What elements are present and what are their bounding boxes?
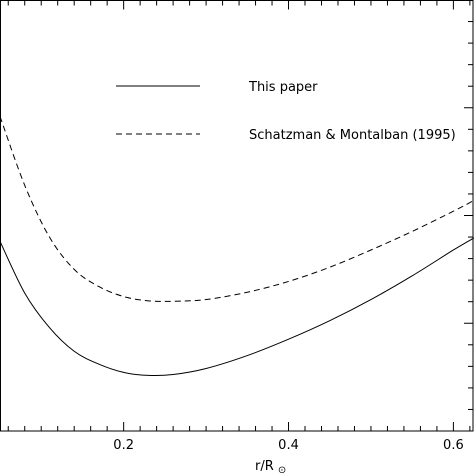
x-tick-label: 0.4 xyxy=(278,438,299,453)
x-tick-label: 0.2 xyxy=(113,438,134,453)
x-tick-label: 0.6 xyxy=(443,438,464,453)
series-line-1 xyxy=(0,116,474,302)
legend-label-this-paper: This paper xyxy=(248,80,318,95)
series-line-0 xyxy=(0,237,474,377)
series-lines xyxy=(0,116,474,377)
plot-frame-box xyxy=(0,0,474,432)
legend-label-schatzman-montalban: Schatzman & Montalban (1995) xyxy=(249,128,456,143)
axis-ticks: 0.2 0.4 0.6 xyxy=(7,0,473,453)
plot-frame xyxy=(0,0,474,432)
x-axis-label-subscript: ⊙ xyxy=(278,465,286,474)
legend: This paper Schatzman & Montalban (1995) xyxy=(116,80,456,143)
x-axis-label-main: r/R xyxy=(255,459,274,474)
x-axis-label: r/R ⊙ xyxy=(255,459,286,474)
